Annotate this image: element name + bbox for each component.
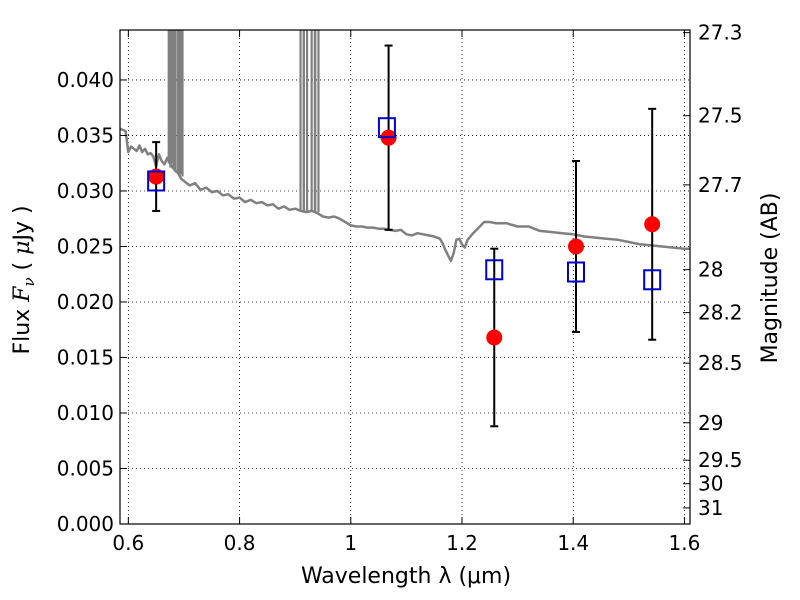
y-axis-label-right: Magnitude (AB) [758,193,783,364]
y-label-unit-open: ( [10,255,35,278]
y-label-symbol: F [10,286,35,303]
y-axis-label: Flux Fν ( μJy ) [10,205,38,354]
model-bandpass-point [567,261,585,283]
axis-ticks: 0.6 0.8 1 1.2 1.4 1.6 0.000 0.005 0.010 0.015 0.02… [57,21,743,555]
y-tick-label: 0.020 [57,290,114,314]
right-tick-label: 27.5 [698,104,743,128]
sed-emission-line [302,30,309,213]
model-bandpass-series [147,117,662,291]
model-sed-series [120,30,690,263]
sed-emission-line [178,30,184,177]
y-tick-label: 0.040 [57,68,114,92]
model-bandpass-point [377,117,396,139]
y-tick-label: 0.025 [57,234,114,258]
right-tick-label: 31 [698,496,723,520]
plot-frame [119,29,691,525]
x-axis-label: Wavelength λ (μm) [301,564,511,589]
sed-emission-line [167,30,174,164]
y-label-prefix: Flux [10,302,35,355]
y-label-subscript: ν [20,277,38,286]
y-label-unit-rest: Jy ) [10,205,35,242]
y-tick-label: 0.030 [57,179,114,203]
right-tick-label: 30 [698,472,723,496]
right-tick-label: 29 [698,411,723,435]
y-tick-label: 0.010 [57,401,114,425]
x-tick-label: 1.4 [557,531,589,555]
right-tick-label: 29.5 [698,448,743,472]
right-tick-label: 28.2 [698,301,743,325]
x-tick-label: 1.2 [446,531,478,555]
x-tick-label: 0.8 [224,531,256,555]
model-bandpass-point [485,259,504,281]
x-tick-label: 1 [344,531,357,555]
right-tick-label: 28.5 [698,351,743,375]
y-tick-label: 0.015 [57,345,114,369]
y-tick-label: 0.000 [57,512,114,536]
sed-continuum-line [120,127,690,263]
observed-flux-series [148,129,661,346]
right-tick-label: 27.3 [698,21,743,45]
observed-flux-point [568,238,584,255]
grid [120,30,690,525]
sed-emission-line [314,30,320,213]
observed-flux-point [644,216,661,233]
x-tick-label: 1.6 [669,531,701,555]
model-bandpass-point [147,170,166,192]
x-tick-label: 0.6 [112,531,144,555]
observed-flux-point [486,329,503,346]
y-label-unit-mu: μ [10,241,35,255]
sed-emission-line [169,30,175,168]
y-tick-label: 0.005 [57,456,114,480]
model-bandpass-point [643,269,662,291]
sed-emission-line [176,30,183,175]
y-tick-label: 0.035 [57,123,114,147]
right-tick-label: 28 [698,258,723,282]
right-tick-label: 27.7 [698,173,743,197]
